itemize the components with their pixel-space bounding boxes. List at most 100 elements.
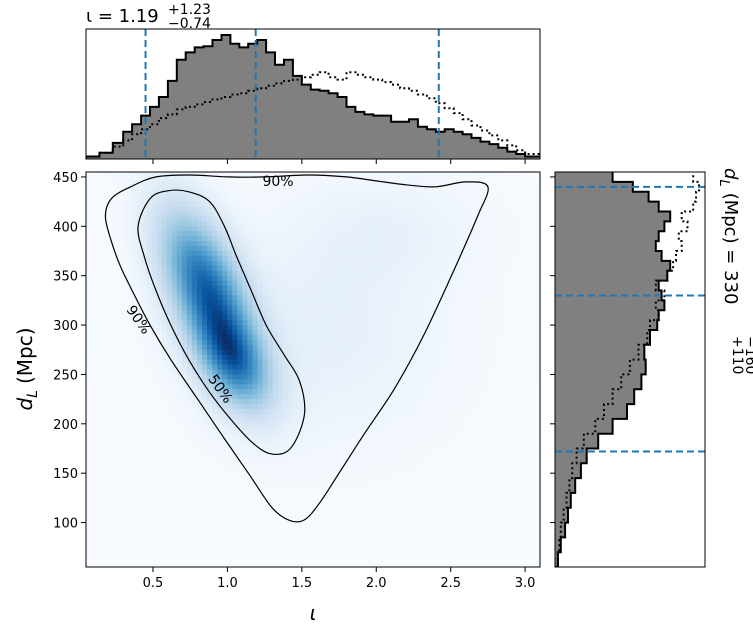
density-cell <box>242 295 249 301</box>
density-cell <box>408 418 415 425</box>
density-cell <box>141 379 148 385</box>
density-cell <box>378 320 385 326</box>
density-cell <box>434 201 440 208</box>
density-cell <box>106 226 112 232</box>
density-cell <box>307 206 314 213</box>
density-cell <box>464 226 470 232</box>
density-cell <box>272 275 279 282</box>
density-cell <box>96 433 102 440</box>
density-cell <box>373 334 380 341</box>
density-cell <box>232 315 238 321</box>
density-cell <box>449 226 455 232</box>
density-cell <box>262 196 269 203</box>
density-cell <box>388 216 395 222</box>
density-cell <box>277 290 284 297</box>
density-cell <box>262 404 269 410</box>
density-cell <box>111 221 117 227</box>
density-cell <box>272 394 279 400</box>
density-cell <box>494 418 501 425</box>
density-cell <box>358 339 365 346</box>
density-cell <box>439 409 445 415</box>
density-cell <box>504 364 511 371</box>
density-cell <box>368 315 375 321</box>
density-cell <box>247 265 254 272</box>
density-cell <box>318 344 324 351</box>
density-cell <box>403 384 410 390</box>
density-cell <box>247 280 254 287</box>
density-cell <box>131 339 138 346</box>
density-cell <box>106 379 112 385</box>
density-cell <box>434 325 440 331</box>
density-cell <box>338 196 344 203</box>
density-cell <box>444 260 450 267</box>
density-cell <box>136 305 143 311</box>
density-cell <box>181 438 188 445</box>
density-cell <box>302 339 309 346</box>
density-cell <box>292 290 299 297</box>
density-cell <box>181 310 188 316</box>
density-cell <box>126 428 132 435</box>
density-cell <box>398 404 405 410</box>
density-cell <box>101 359 107 366</box>
density-cell <box>469 320 476 326</box>
density-cell <box>96 246 102 252</box>
density-cell <box>333 196 339 203</box>
density-cell <box>439 334 445 341</box>
density-cell <box>277 374 284 380</box>
density-cell <box>318 201 324 208</box>
density-cell <box>398 409 405 415</box>
density-cell <box>131 384 138 390</box>
density-cell <box>101 310 107 316</box>
density-cell <box>307 369 314 376</box>
density-cell <box>86 330 92 336</box>
density-cell <box>373 275 380 282</box>
density-cell <box>418 404 425 410</box>
density-cell <box>307 334 314 341</box>
density-cell <box>328 201 334 208</box>
density-cell <box>509 330 516 336</box>
density-cell <box>257 389 264 395</box>
density-cell <box>368 320 375 326</box>
density-cell <box>454 241 460 247</box>
density-cell <box>141 216 148 222</box>
density-cell <box>262 251 269 257</box>
density-cell <box>247 290 254 297</box>
density-cell <box>307 201 314 208</box>
density-cell <box>368 305 375 311</box>
density-cell <box>242 359 249 366</box>
density-cell <box>126 211 132 218</box>
density-cell <box>358 320 365 326</box>
density-cell <box>353 275 359 282</box>
density-cell <box>398 334 405 341</box>
density-cell <box>146 399 153 405</box>
density-cell <box>217 443 223 450</box>
density-cell <box>116 255 122 262</box>
density-cell <box>358 359 365 366</box>
density-cell <box>131 201 138 208</box>
density-cell <box>398 344 405 351</box>
density-cell <box>434 369 440 376</box>
density-cell <box>116 211 122 218</box>
density-cell <box>272 344 279 351</box>
density-cell <box>141 330 148 336</box>
density-cell <box>181 236 188 242</box>
density-cell <box>91 339 97 346</box>
density-cell <box>156 404 163 410</box>
density-cell <box>302 384 309 390</box>
density-cell <box>353 186 359 193</box>
density-cell <box>489 251 496 257</box>
density-cell <box>388 255 395 262</box>
density-cell <box>297 418 304 425</box>
density-cell <box>534 330 540 336</box>
density-cell <box>378 251 385 257</box>
density-cell <box>489 413 496 420</box>
density-cell <box>368 196 375 203</box>
density-cell <box>212 246 218 252</box>
density-cell <box>257 221 264 227</box>
density-cell <box>96 221 102 227</box>
density-cell <box>474 231 481 237</box>
density-cell <box>151 334 158 341</box>
density-cell <box>287 374 294 380</box>
density-cell <box>418 325 425 331</box>
density-cell <box>464 364 470 371</box>
